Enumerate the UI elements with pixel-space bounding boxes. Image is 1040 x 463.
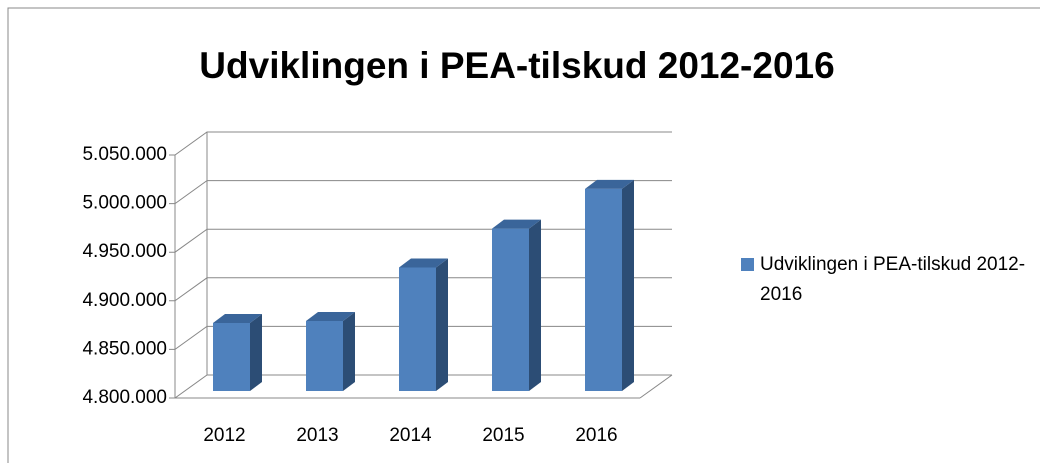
grid-line — [169, 131, 672, 156]
bar — [585, 179, 634, 391]
x-tick-label: 2013 — [296, 425, 338, 446]
legend-label: Udviklingen i PEA-tilskud 2012-2016 — [760, 254, 1026, 305]
y-tick-label: 5.000.000 — [82, 193, 167, 214]
bar — [213, 313, 262, 391]
bar — [306, 312, 355, 391]
bar — [399, 258, 448, 391]
bar-front — [399, 267, 436, 391]
bar-front — [492, 228, 529, 391]
x-tick-label: 2014 — [389, 425, 432, 446]
chart-title: Udviklingen i PEA-tilskud 2012-2016 — [199, 45, 834, 86]
x-tick-label: 2015 — [482, 425, 524, 446]
bar-front — [306, 321, 343, 391]
y-tick-label: 5.050.000 — [82, 144, 167, 165]
grid-line — [169, 228, 672, 253]
floor-edge — [639, 374, 673, 399]
x-tick-label: 2012 — [203, 425, 245, 446]
y-tick-label: 4.850.000 — [82, 338, 167, 359]
bar-front — [585, 188, 622, 391]
x-tick-label: 2016 — [575, 425, 617, 446]
grid-line — [169, 180, 672, 205]
bar-side — [529, 219, 541, 391]
bar-top — [213, 313, 262, 323]
bar-side — [622, 179, 634, 391]
bar-side — [343, 312, 355, 391]
bar — [492, 219, 541, 391]
bar-top — [306, 312, 355, 322]
y-tick-label: 4.800.000 — [82, 387, 167, 408]
y-tick-label: 4.900.000 — [82, 290, 167, 311]
bar-top — [492, 219, 541, 229]
bar-front — [213, 322, 250, 391]
bar-side — [250, 313, 262, 391]
bar-top — [399, 258, 448, 268]
legend-swatch — [741, 258, 754, 271]
bar-side — [436, 258, 448, 391]
y-tick-label: 4.950.000 — [82, 241, 167, 262]
bar-top — [585, 179, 634, 189]
